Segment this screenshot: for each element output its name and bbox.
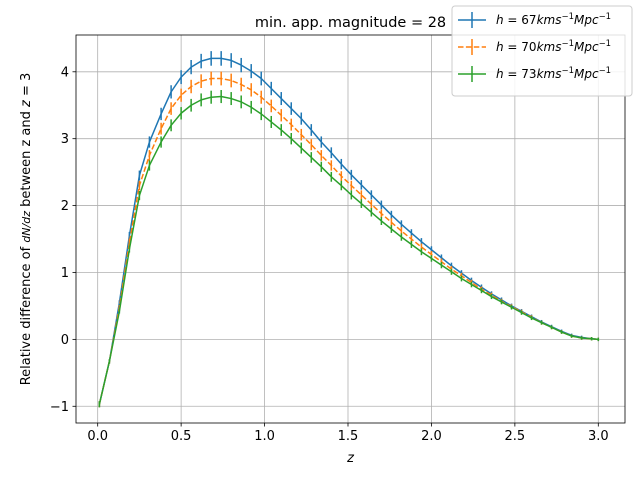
- series-3: [98, 90, 600, 408]
- y-tick-label: 2: [61, 199, 69, 214]
- chart-title: min. app. magnitude = 28: [255, 15, 446, 31]
- x-tick-label: 0.0: [87, 429, 108, 444]
- x-tick-label: 2.5: [505, 429, 526, 444]
- legend-box: [451, 5, 633, 97]
- y-axis: −1 0 1 2 3 4: [50, 65, 76, 415]
- x-axis: 0.0 0.5 1.0 1.5 2.0 2.5 3.0: [87, 423, 609, 444]
- legend-entry: h = 67kms−1Mpc−1: [496, 12, 611, 27]
- x-tick-label: 2.0: [421, 429, 442, 444]
- x-tick-label: 1.0: [254, 429, 275, 444]
- x-tick-label: 0.5: [171, 429, 192, 444]
- x-tick-label: 1.5: [338, 429, 359, 444]
- legend: h = 67kms−1Mpc−1 h = 70kms−1Mpc−1 h = 73km…: [451, 5, 633, 97]
- y-tick-label: 4: [61, 65, 69, 80]
- legend-entry: h = 73kms−1Mpc−1: [496, 66, 611, 81]
- x-axis-label: z: [346, 451, 355, 466]
- series-line: [98, 57, 599, 405]
- plot-frame: [75, 34, 626, 424]
- y-tick-label: 1: [61, 266, 69, 281]
- series-layer: [98, 51, 600, 408]
- y-tick-label: 3: [61, 132, 69, 147]
- series-line: [98, 77, 599, 405]
- y-axis-label: Relative difference of dN/dz between z a…: [19, 73, 34, 386]
- y-tick-label: −1: [50, 400, 69, 415]
- legend-entry: h = 70kms−1Mpc−1: [496, 39, 611, 54]
- x-tick-label: 3.0: [588, 429, 609, 444]
- y-tick-label: 0: [61, 333, 69, 348]
- series-line: [98, 95, 599, 405]
